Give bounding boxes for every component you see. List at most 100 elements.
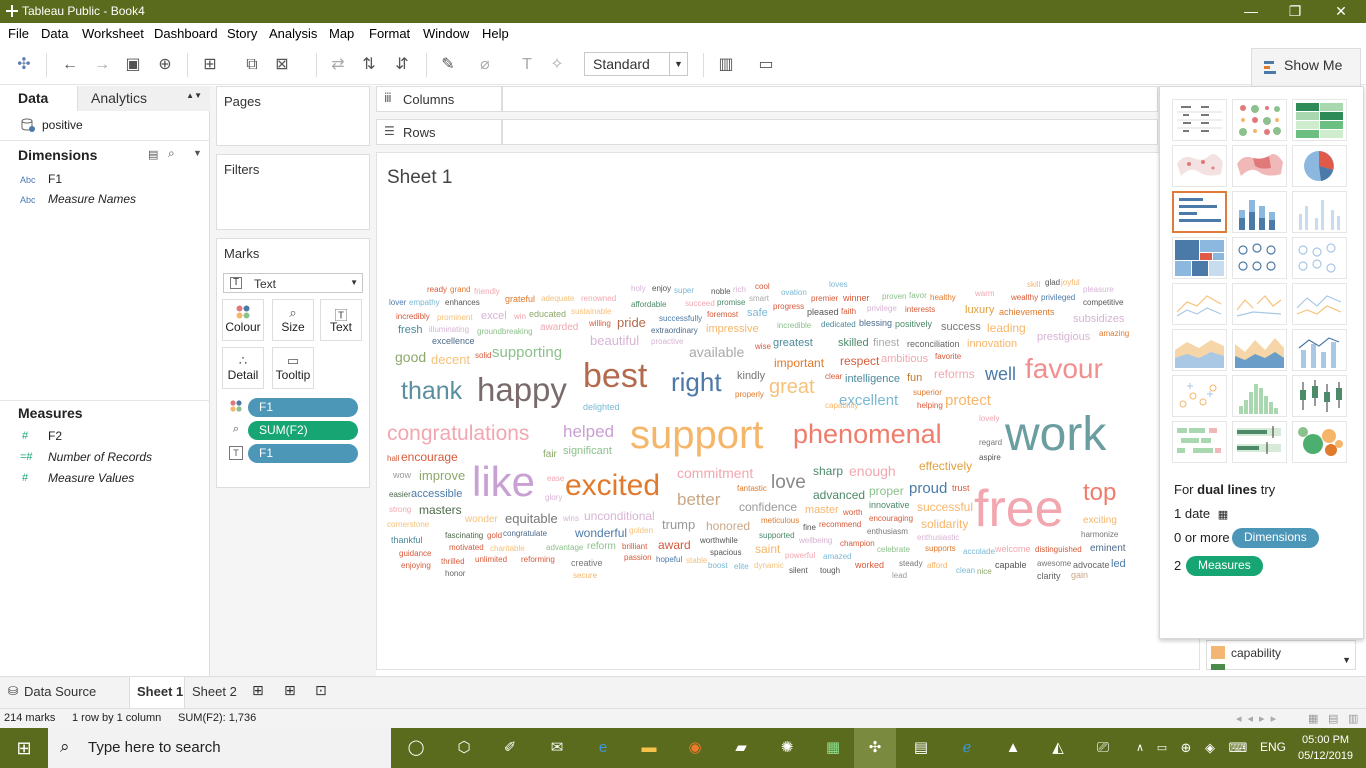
word-mark[interactable]: illuminating bbox=[429, 325, 470, 334]
word-mark[interactable]: positively bbox=[895, 319, 933, 329]
word-mark[interactable]: wonder bbox=[465, 514, 498, 525]
new-dashboard-icon[interactable]: ⊞ bbox=[284, 682, 296, 698]
word-mark[interactable]: proven bbox=[882, 292, 907, 301]
word-mark[interactable]: fair bbox=[543, 449, 557, 460]
word-mark[interactable]: meticulous bbox=[761, 516, 800, 525]
word-mark[interactable]: boost bbox=[708, 561, 728, 570]
chart-side-by-side-circles[interactable] bbox=[1292, 237, 1347, 279]
menu-story[interactable]: Story bbox=[227, 26, 258, 41]
scroll-down-icon[interactable]: ▼ bbox=[1342, 655, 1351, 665]
view-canvas[interactable]: Sheet 1 work free support like best happy exci… bbox=[376, 152, 1200, 670]
text-pill[interactable]: F1 bbox=[248, 444, 358, 463]
word-mark[interactable]: honored bbox=[706, 519, 751, 533]
word-mark[interactable]: empathy bbox=[409, 298, 440, 307]
word-mark[interactable]: awesome bbox=[1037, 559, 1072, 568]
word-mark[interactable]: faith bbox=[841, 307, 857, 316]
chart-box-whisker[interactable] bbox=[1292, 375, 1347, 417]
new-story-icon[interactable]: ⊡ bbox=[315, 682, 327, 698]
word-mark[interactable]: prestigious bbox=[1037, 331, 1091, 343]
word-mark[interactable]: exciting bbox=[1083, 515, 1117, 526]
dimension-field[interactable]: Abc Measure Names bbox=[20, 192, 200, 208]
word-mark[interactable]: success bbox=[941, 321, 981, 333]
word-mark[interactable]: reform bbox=[587, 541, 616, 552]
word-mark[interactable]: master bbox=[805, 504, 839, 516]
word-mark[interactable]: warm bbox=[975, 289, 995, 298]
word-mark[interactable]: brilliant bbox=[622, 542, 648, 551]
word-mark[interactable]: effectively bbox=[919, 459, 973, 473]
word-mark[interactable]: foremost bbox=[707, 310, 739, 319]
chart-side-by-side-bars[interactable] bbox=[1292, 191, 1347, 233]
word-mark[interactable]: proper bbox=[869, 484, 904, 498]
photos-icon[interactable]: ▲ bbox=[1005, 739, 1021, 756]
chart-horizontal-bars[interactable] bbox=[1172, 191, 1227, 233]
word-mark[interactable]: significant bbox=[563, 445, 612, 457]
firefox-icon[interactable]: ◉ bbox=[688, 739, 702, 756]
word-mark[interactable]: favour bbox=[1025, 353, 1103, 384]
word-mark[interactable]: willing bbox=[589, 319, 611, 328]
group-members-icon[interactable]: ⌀ bbox=[480, 56, 490, 73]
word-mark[interactable]: thankful bbox=[391, 535, 423, 545]
word-mark[interactable]: powerful bbox=[785, 551, 816, 560]
chart-packed-bubbles[interactable] bbox=[1292, 421, 1347, 463]
word-mark[interactable]: supported bbox=[759, 531, 795, 540]
word-mark[interactable]: masters bbox=[419, 503, 462, 517]
word-mark[interactable]: reforms bbox=[934, 367, 975, 381]
word-mark[interactable]: superior bbox=[913, 388, 942, 397]
word-mark[interactable]: fine bbox=[803, 523, 816, 532]
word-mark[interactable]: innovative bbox=[869, 500, 910, 510]
word-mark[interactable]: pleased bbox=[807, 307, 839, 317]
word-mark[interactable]: wealthy bbox=[1011, 293, 1039, 302]
word-mark[interactable]: luxury bbox=[965, 304, 995, 316]
word-mark[interactable]: amazing bbox=[1099, 329, 1130, 338]
word-cloud[interactable]: work free support like best happy excited pheno… bbox=[377, 153, 1201, 671]
word-mark[interactable]: harmonize bbox=[1081, 530, 1119, 539]
chart-scatter[interactable] bbox=[1172, 375, 1227, 417]
word-mark[interactable]: silent bbox=[789, 566, 808, 575]
show-me-button[interactable]: Show Me bbox=[1251, 48, 1361, 86]
undo-icon[interactable]: ← bbox=[62, 56, 78, 73]
word-mark[interactable]: recommend bbox=[819, 520, 862, 529]
word-mark[interactable]: advocate bbox=[1073, 560, 1110, 570]
menu-help[interactable]: Help bbox=[482, 26, 509, 41]
mark-type-dropdown[interactable]: T Text ▼ bbox=[223, 273, 363, 293]
word-mark[interactable]: enhances bbox=[445, 298, 480, 307]
word-mark[interactable]: congratulations bbox=[387, 422, 530, 445]
presentation-mode-icon[interactable]: ▭ bbox=[758, 56, 774, 73]
word-mark[interactable]: worth bbox=[843, 508, 863, 517]
measure-field[interactable]: # Measure Values bbox=[22, 471, 202, 487]
word-mark[interactable]: glad bbox=[1045, 278, 1061, 287]
word-mark[interactable]: led bbox=[1111, 558, 1126, 570]
chart-pie[interactable] bbox=[1292, 145, 1347, 187]
word-mark[interactable]: excellent bbox=[839, 392, 899, 409]
show-cards-icon[interactable]: ▥ bbox=[718, 56, 734, 73]
word-mark[interactable]: happy bbox=[477, 371, 567, 408]
word-mark[interactable]: adequate bbox=[541, 294, 575, 303]
word-mark[interactable]: properly bbox=[735, 390, 764, 399]
tab-data-source[interactable]: Data Source bbox=[24, 684, 97, 699]
word-mark[interactable]: ready bbox=[427, 285, 448, 294]
colour-button[interactable]: Colour bbox=[222, 299, 264, 341]
word-mark[interactable]: phenomenal bbox=[793, 419, 942, 449]
rows-shelf[interactable] bbox=[502, 119, 1158, 145]
pages-card[interactable]: Pages bbox=[216, 86, 370, 146]
word-mark[interactable]: trust bbox=[952, 483, 970, 493]
size-button[interactable]: ⌕ Size bbox=[272, 299, 314, 341]
word-mark[interactable]: interests bbox=[905, 305, 936, 314]
chart-filled-map[interactable] bbox=[1232, 145, 1287, 187]
word-mark[interactable]: enthusiastic bbox=[917, 533, 960, 542]
word-mark[interactable]: educated bbox=[529, 309, 567, 319]
word-mark[interactable]: favorite bbox=[935, 352, 962, 361]
word-mark[interactable]: solidarity bbox=[921, 517, 969, 531]
word-mark[interactable]: successful bbox=[917, 500, 974, 514]
word-mark[interactable]: intelligence bbox=[845, 373, 901, 385]
chart-text-table[interactable] bbox=[1172, 99, 1227, 141]
clear-sheet-icon[interactable]: ⊠ bbox=[275, 56, 289, 73]
tableau-logo-icon[interactable]: ✣ bbox=[17, 56, 31, 73]
word-mark[interactable]: supporting bbox=[492, 344, 563, 361]
menu-format[interactable]: Format bbox=[369, 26, 411, 41]
app-paint-icon[interactable]: ✐ bbox=[503, 739, 517, 756]
word-mark[interactable]: elite bbox=[734, 562, 749, 571]
word-mark[interactable]: hopeful bbox=[656, 555, 683, 564]
word-mark[interactable]: afford bbox=[927, 561, 948, 570]
word-mark[interactable]: friendly bbox=[474, 287, 500, 296]
